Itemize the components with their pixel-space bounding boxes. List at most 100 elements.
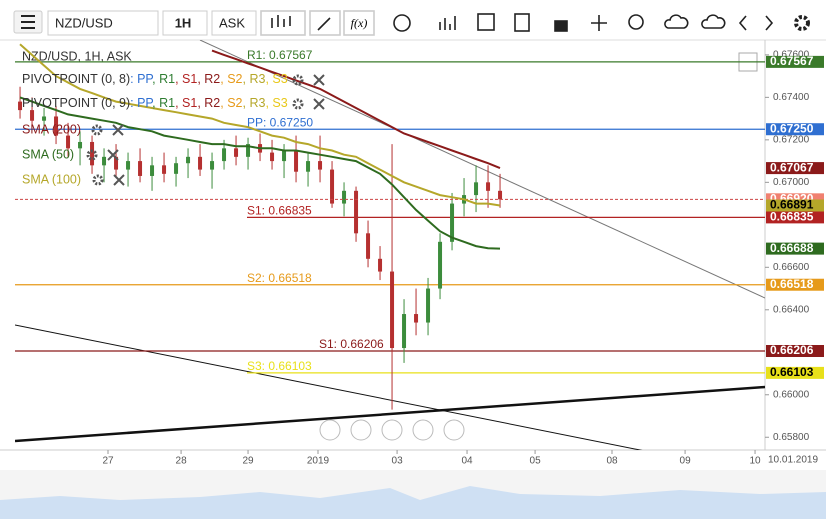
settings-icon [292,98,304,110]
y-tick-label: 0.66000 [773,389,810,400]
zoom-in[interactable] [412,419,434,441]
lock-button[interactable] [554,20,568,32]
pivot-item: , R2 [197,96,220,110]
price-tag-label: 0.66518 [770,277,814,291]
candle-body [426,288,431,323]
y-tick-label: 0.67000 [773,177,810,188]
plot-area [15,43,765,410]
x-tick-label: 28 [176,456,188,467]
y-tick-label: 0.66400 [773,304,810,315]
candle-body [330,169,335,204]
price-tag [766,55,824,68]
pivot-item: , S2 [220,72,242,86]
candle-body [234,148,239,157]
report-button[interactable] [514,13,530,32]
pivot-label: PP: 0.67250 [247,115,313,129]
candle-body [270,152,275,162]
upload-button[interactable] [664,14,689,29]
price-tag [766,123,824,136]
side-select[interactable] [211,10,257,36]
legend-entry: SMA (200) [22,122,81,136]
reset-zoom[interactable] [381,419,403,441]
candle-body [318,161,323,170]
pivot-item: : PP [130,96,153,110]
pivot-item: , R3 [243,96,266,110]
pivot-item: : PP [130,72,153,86]
calendar-button[interactable] [477,13,495,31]
zoom-button[interactable] [628,14,644,30]
pivot-label: S1: 0.66206 [319,337,384,351]
remove-icon [313,98,325,110]
symbol-input[interactable] [47,10,159,36]
price-tag-label: 0.67567 [770,54,814,68]
pivot-set-name: PIVOTPOINT (0, 8) [22,72,130,86]
candle-body [114,156,119,170]
scroll-right[interactable] [443,419,465,441]
x-tick-label: 04 [461,456,473,467]
candle-body [78,141,83,149]
candle-body [246,144,251,157]
price-tag-label: 0.66835 [770,210,814,224]
interval-select[interactable] [162,10,208,36]
candle-body [30,110,35,121]
remove-icon [107,149,119,161]
download-button[interactable] [701,14,726,29]
candle-body [42,116,47,121]
x-tick-label: 10 [749,456,761,467]
pen-icon [317,17,331,31]
interval-text: 1H [175,15,192,30]
candle-body [402,314,407,349]
candle-body [162,165,167,174]
y-tick-label: 0.67200 [773,134,810,145]
price-tag [766,366,824,379]
remove-icon [313,74,325,86]
pivot-legend: PIVOTPOINT (0, 8): PP, R1, S1, R2, S2, R… [22,72,288,86]
remove-icon [113,174,125,186]
pivot-item: , R1 [152,72,175,86]
settings-button[interactable] [794,15,810,31]
prev-button[interactable] [738,15,747,31]
candle-body [390,271,395,349]
trend-line [15,324,643,450]
sma-tag-label: 0.67067 [770,160,814,174]
candle-body [354,190,359,234]
candle-body [222,148,227,162]
x-tick-label: 27 [102,456,114,467]
toolbar: NZD/USD 1H ASK f(x) [0,0,826,40]
candle-body [138,161,143,176]
candle-body [90,141,95,166]
scroll-left[interactable] [319,419,341,441]
zoom-out[interactable] [350,419,372,441]
sma-tag-label: 0.66891 [770,198,814,212]
price-tag [766,211,824,224]
candle-body [126,161,131,170]
sma-tag [766,199,824,212]
candle-body [486,182,491,191]
info-button[interactable] [393,14,411,32]
date-label: 10.01.2019 [768,455,818,466]
sma-line [211,49,501,170]
candle-body [342,190,347,204]
candle-body [186,156,191,164]
candle-body [438,241,443,289]
pivot-item: , R2 [197,72,220,86]
volume-button[interactable] [439,16,456,30]
symbol-text: NZD/USD [55,15,113,30]
legend-entry: SMA (100) [22,172,81,186]
y-tick-label: 0.67600 [773,50,810,61]
price-tag [766,345,824,358]
sma-tag [766,242,824,255]
fx-button[interactable] [343,10,375,36]
next-button[interactable] [765,15,774,31]
draw-button[interactable] [309,10,341,36]
sma-line [19,43,501,207]
y-tick-label: 0.67400 [773,92,810,103]
chart-type-button[interactable] [260,10,306,36]
pivot-label: R1: 0.67567 [247,48,313,62]
pivot-item: , S3 [265,96,287,110]
crosshair-button[interactable] [591,15,607,31]
candle-body [474,182,479,196]
sma-line [19,96,501,250]
drawings [15,40,765,450]
